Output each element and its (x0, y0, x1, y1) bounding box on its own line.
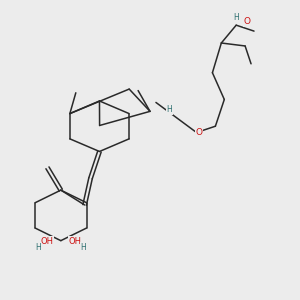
Text: OH: OH (68, 237, 81, 246)
Text: O: O (196, 128, 202, 137)
Text: H: H (35, 243, 41, 252)
Text: OH: OH (40, 237, 53, 246)
Text: H: H (233, 13, 239, 22)
Text: H: H (81, 243, 86, 252)
Text: O: O (244, 17, 250, 26)
Text: H: H (167, 105, 172, 114)
